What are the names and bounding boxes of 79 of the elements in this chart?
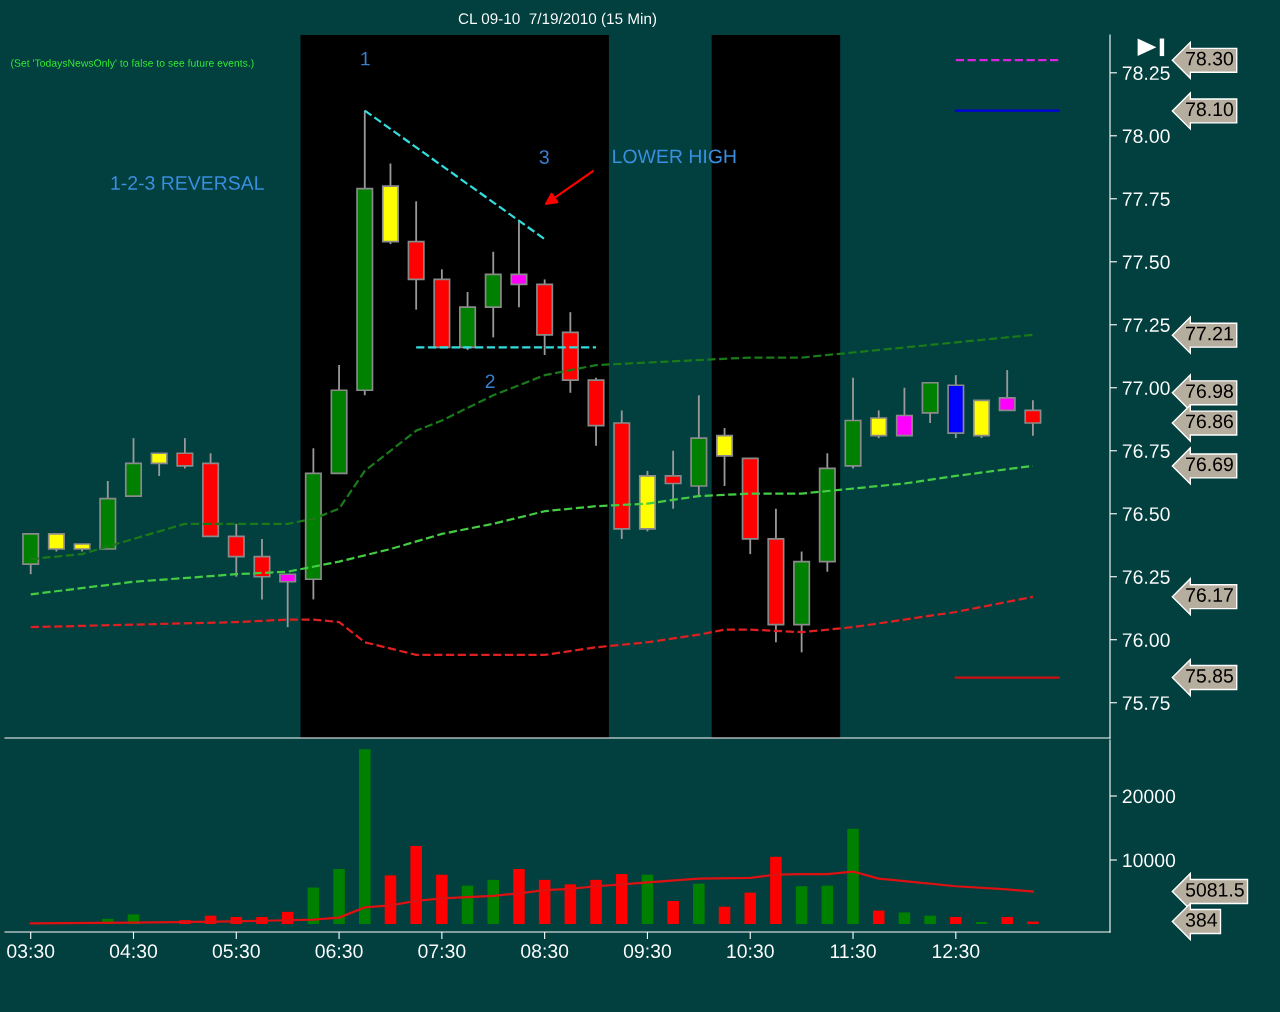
text: 76.17 xyxy=(1186,588,1233,602)
bar xyxy=(641,874,654,924)
candlestick xyxy=(253,538,271,601)
candlestick xyxy=(1024,399,1042,437)
y-tick-label: 77.50 xyxy=(1122,255,1170,270)
bar xyxy=(924,915,936,924)
bar xyxy=(744,892,757,924)
annotation: 3 xyxy=(539,150,549,164)
text: 5081.5 xyxy=(1185,882,1244,897)
candlestick xyxy=(510,220,528,309)
x-tick-label: 07:30 xyxy=(418,944,466,959)
bar xyxy=(872,910,885,924)
candlestick xyxy=(279,573,297,629)
bar xyxy=(898,912,911,924)
bar xyxy=(1001,916,1013,924)
y-tick-label: 78.00 xyxy=(1122,129,1170,144)
bar xyxy=(410,845,422,924)
text: 77.21 xyxy=(1186,326,1233,341)
bar xyxy=(950,916,962,924)
x-tick-label: 04:30 xyxy=(109,944,158,959)
x-tick-label: 06:30 xyxy=(315,944,363,959)
bar xyxy=(847,828,859,924)
bar xyxy=(333,868,345,924)
text: 76.86 xyxy=(1186,414,1233,429)
line-series xyxy=(29,870,1035,925)
text: 76.69 xyxy=(1186,457,1233,472)
text: 78.30 xyxy=(1186,51,1234,66)
y-tick-label: 76.50 xyxy=(1122,507,1170,521)
candlestick xyxy=(895,386,913,437)
chart-title: CL 09-10 7/19/2010 (15 Min) xyxy=(458,12,657,28)
text: 76.98 xyxy=(1186,384,1233,399)
bar xyxy=(821,885,834,924)
y-tick-label: 78.25 xyxy=(1122,66,1170,81)
candlestick xyxy=(715,427,734,487)
x-tick-label: 10:30 xyxy=(727,944,774,959)
bar xyxy=(718,906,731,924)
candlestick xyxy=(870,409,888,440)
candlestick xyxy=(664,449,682,510)
bar xyxy=(358,749,371,924)
x-tick-label: 03:30 xyxy=(7,944,55,959)
text: 78.10 xyxy=(1186,102,1234,117)
x-tick-label: 09:30 xyxy=(623,944,672,959)
x-tick-label: 08:30 xyxy=(521,944,569,959)
y-tick-label: 77.75 xyxy=(1122,192,1170,207)
candlestick xyxy=(150,452,168,477)
y-tick-label: 76.75 xyxy=(1122,444,1170,458)
y-tick-label: 75.75 xyxy=(1122,696,1170,710)
x-tick-label: 12:30 xyxy=(932,944,980,959)
bar xyxy=(615,874,628,924)
y-tick-label: 77.25 xyxy=(1122,318,1170,332)
text: 75.85 xyxy=(1186,668,1233,683)
annotation: LOWER HIGH xyxy=(613,149,736,164)
bar xyxy=(538,879,551,924)
x-tick-label: 05:30 xyxy=(212,944,260,959)
bar xyxy=(693,883,705,924)
line-series xyxy=(29,595,1035,656)
annotation: (Set 'TodaysNewsOnly' to false to see future events.) xyxy=(11,59,254,69)
y-tick-label: 77.00 xyxy=(1122,381,1170,395)
candlestick xyxy=(176,437,194,470)
bar xyxy=(384,875,397,924)
y-tick-label: 76.25 xyxy=(1122,570,1170,584)
bar xyxy=(667,900,679,924)
annotation: 2 xyxy=(485,374,495,389)
candlestick xyxy=(227,522,245,578)
bar xyxy=(513,868,525,924)
bar xyxy=(436,874,448,924)
y-tick-label: 20000 xyxy=(1122,789,1176,804)
text: 384 xyxy=(1185,912,1218,927)
bar xyxy=(770,856,782,924)
y-tick-label: 76.00 xyxy=(1122,633,1170,647)
x-tick-label: 11:30 xyxy=(830,944,876,959)
bar xyxy=(795,886,808,924)
y-tick-label: 10000 xyxy=(1123,853,1176,868)
annotation: 1-2-3 REVERSAL xyxy=(111,176,264,190)
annotation: 1 xyxy=(361,51,370,66)
bar xyxy=(487,879,500,924)
bar xyxy=(564,884,577,924)
bar xyxy=(590,879,602,924)
candlestick xyxy=(998,369,1016,412)
